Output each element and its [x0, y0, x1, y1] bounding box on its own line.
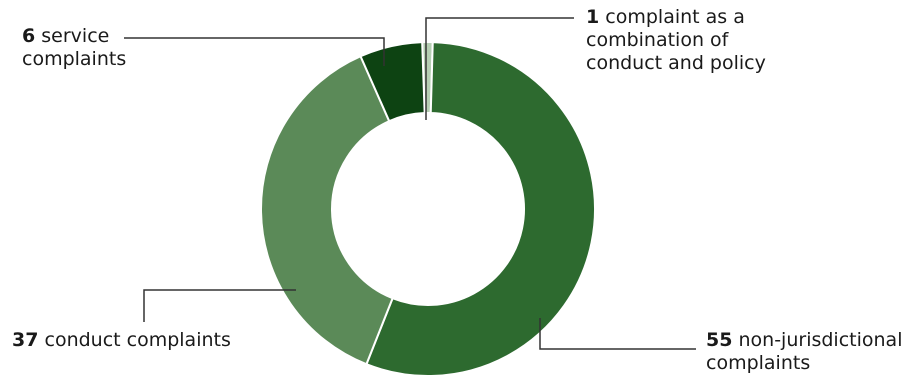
- slice-value: 1: [586, 6, 600, 28]
- slice-value: 37: [12, 329, 39, 351]
- slice-non-jurisdictional: [365, 41, 596, 377]
- slice-label-conduct: 37 conduct complaints: [12, 329, 231, 351]
- slice-service: [359, 41, 426, 123]
- slice-value: 55: [706, 329, 733, 351]
- slice-label-service: 6 service complaints: [22, 25, 127, 70]
- leader-line-non-jurisdictional: [539, 318, 696, 350]
- leader-line-combination: [425, 17, 574, 120]
- leader-line-service: [124, 37, 385, 66]
- slice-value: 6: [22, 25, 36, 47]
- slice-label-non-jurisdictional: 55 non-jurisdictional complaints: [706, 329, 903, 374]
- leader-line-conduct: [143, 289, 296, 322]
- slice-label-combination: 1 complaint as a combination of conduct an…: [586, 6, 766, 74]
- slice-conduct: [260, 54, 394, 366]
- donut-slices: [260, 41, 596, 377]
- leader-lines: [124, 17, 696, 350]
